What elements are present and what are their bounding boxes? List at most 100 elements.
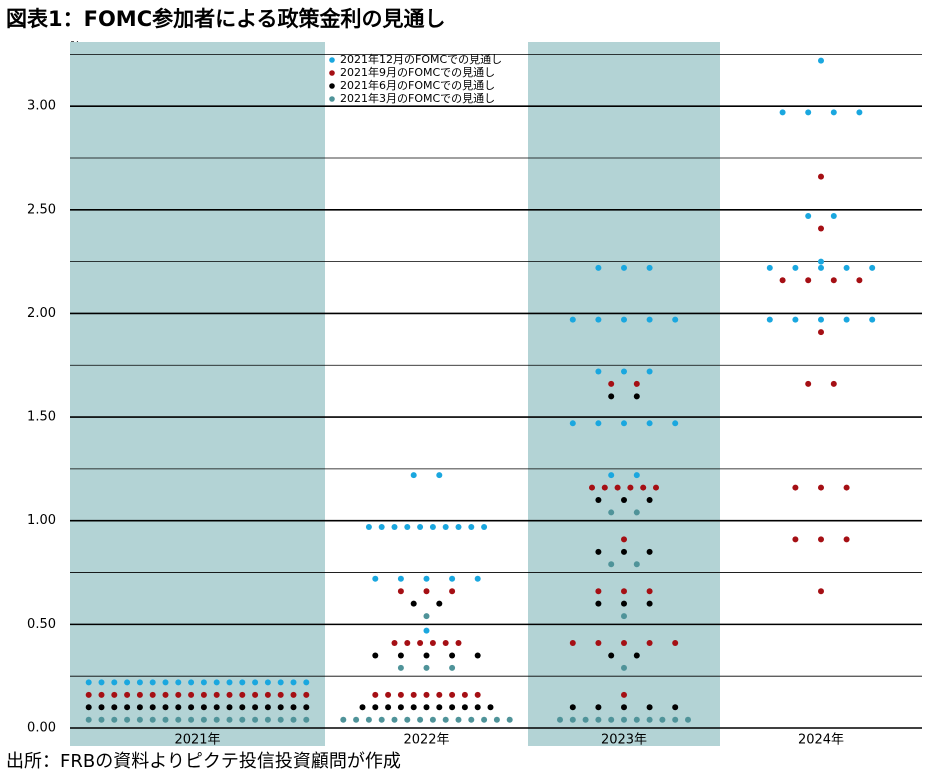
- dot: [449, 664, 456, 671]
- dot: [175, 691, 182, 698]
- dot: [417, 716, 424, 723]
- dot: [365, 716, 372, 723]
- dot: [353, 716, 360, 723]
- dot: [378, 523, 385, 530]
- dot: [436, 472, 443, 479]
- dot: [646, 640, 653, 647]
- dot: [621, 536, 627, 543]
- dot: [417, 640, 424, 647]
- dot: [290, 716, 297, 723]
- dot: [672, 640, 679, 647]
- dot: [449, 588, 456, 595]
- dot: [397, 704, 404, 711]
- dot: [98, 704, 105, 711]
- dot: [869, 316, 876, 323]
- dot: [397, 588, 404, 595]
- dot: [818, 484, 824, 491]
- dot: [608, 380, 615, 387]
- dot: [188, 716, 195, 723]
- dot: [633, 652, 640, 659]
- dot: [124, 716, 131, 723]
- x-tick-label: 2021年: [174, 733, 220, 748]
- y-tick-label: 1.50: [27, 410, 56, 425]
- dot: [290, 704, 297, 711]
- dot: [449, 652, 456, 659]
- dot: [417, 523, 424, 530]
- dot: [423, 588, 430, 595]
- dot: [843, 264, 850, 271]
- dot: [633, 393, 640, 400]
- dot: [303, 691, 310, 698]
- dot: [290, 691, 297, 698]
- dot: [843, 536, 850, 543]
- dot: [436, 704, 443, 711]
- dot: [423, 575, 430, 582]
- dot: [646, 497, 653, 503]
- category-band: [70, 42, 325, 746]
- y-tick-label: 2.00: [27, 306, 56, 321]
- dot: [423, 704, 430, 711]
- dot: [455, 640, 462, 647]
- dot: [792, 484, 799, 491]
- dot: [397, 691, 404, 698]
- dot: [277, 704, 284, 711]
- dot: [124, 704, 131, 711]
- dot: [200, 704, 207, 711]
- dot: [442, 523, 449, 530]
- dot: [98, 679, 105, 686]
- dot: [792, 316, 799, 323]
- dot: [818, 536, 824, 543]
- dot: [162, 716, 169, 723]
- dot: [391, 523, 398, 530]
- dot: [455, 523, 462, 530]
- dot: [436, 691, 443, 698]
- dot: [621, 548, 627, 555]
- dot: [423, 613, 430, 620]
- dot: [595, 704, 602, 711]
- dot: [672, 316, 679, 323]
- dot: [818, 588, 824, 595]
- dot: [474, 691, 481, 698]
- dot: [830, 213, 837, 220]
- dot: [818, 173, 824, 180]
- dot: [779, 109, 786, 116]
- legend-label: 2021年9月のFOMCでの見通し: [340, 65, 495, 79]
- dot: [621, 264, 627, 271]
- dot: [397, 664, 404, 671]
- dot: [404, 716, 411, 723]
- dot: [136, 704, 143, 711]
- dot: [633, 472, 640, 479]
- dot: [830, 109, 837, 116]
- dot: [621, 704, 627, 711]
- dot: [843, 484, 850, 491]
- dot: [252, 679, 259, 686]
- dot: [830, 277, 837, 284]
- dot: [621, 613, 627, 620]
- dot: [85, 691, 92, 698]
- dot: [856, 109, 863, 116]
- x-tick-label: 2022年: [403, 733, 449, 748]
- dot: [595, 420, 602, 427]
- dot: [111, 679, 118, 686]
- dot: [410, 691, 417, 698]
- dot: [569, 704, 576, 711]
- dot: [474, 575, 481, 582]
- dot: [340, 716, 347, 723]
- dot: [595, 640, 602, 647]
- dot: [614, 484, 621, 491]
- dot: [252, 704, 259, 711]
- x-tick-label: 2023年: [601, 733, 647, 748]
- dot: [429, 523, 436, 530]
- dot: [843, 316, 850, 323]
- dot: [213, 679, 220, 686]
- dot: [226, 704, 233, 711]
- dot: [569, 640, 576, 647]
- dot: [436, 600, 443, 607]
- dot: [569, 716, 576, 723]
- dot: [685, 716, 691, 723]
- dot: [252, 716, 259, 723]
- dot: [213, 704, 220, 711]
- dot: [830, 380, 837, 387]
- dot: [818, 258, 824, 265]
- dot: [423, 627, 430, 634]
